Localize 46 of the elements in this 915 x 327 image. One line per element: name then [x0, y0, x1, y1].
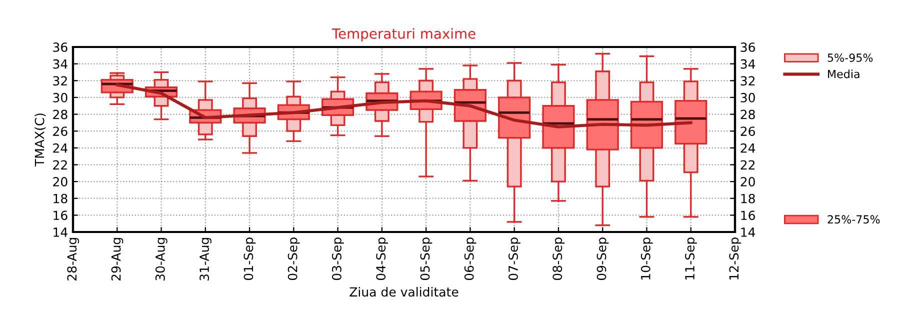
y2-tick-label: 16: [741, 210, 755, 220]
y-tick-label: 18: [54, 194, 68, 204]
x-tick-label: 28-Aug: [67, 238, 80, 280]
y2-tick-label: 34: [740, 59, 756, 69]
y-tick-label: 30: [53, 92, 68, 102]
x-tick-label: 30-Aug: [155, 238, 168, 280]
x-tick-label: 10-Sep: [640, 238, 653, 280]
legend-label: 5%-95%: [828, 53, 873, 62]
x-tick-label: 09-Sep: [596, 238, 609, 280]
y2-tick-label: 26: [740, 126, 755, 136]
x-tick-label: 07-Sep: [508, 238, 520, 280]
y2-tick-label: 32: [740, 76, 755, 86]
y-tick-label: 20: [53, 177, 68, 186]
y2-tick-label: 14: [741, 228, 756, 237]
y-axis-title: TMAX(C): [34, 114, 46, 167]
y-tick-label: 14: [54, 228, 68, 237]
y-tick-label: 32: [53, 76, 67, 86]
x-tick-label: 11-Sep: [685, 238, 697, 280]
y-tick-label: 22: [53, 160, 67, 170]
x-tick-label: 12-Sep: [729, 238, 742, 280]
y2-tick-label: 30: [740, 92, 755, 102]
x-tick-label: 03-Sep: [332, 238, 344, 280]
x-tick-label: 01-Sep: [244, 238, 256, 280]
y2-tick-label: 24: [740, 143, 756, 153]
x-axis-title: Ziua de validitate: [350, 286, 458, 297]
x-tick-label: 05-Sep: [420, 238, 432, 280]
y-tick-label: 24: [53, 143, 68, 153]
y-tick-label: 26: [53, 126, 68, 136]
y-tick-label: 28: [53, 110, 68, 120]
x-tick-label: 06-Sep: [464, 238, 476, 280]
y-tick-label: 16: [54, 210, 68, 220]
legend-label: 25%-75%: [828, 215, 880, 224]
x-tick-label: 08-Sep: [552, 238, 565, 280]
x-tick-label: 31-Aug: [200, 238, 212, 280]
chart-title: Temperaturi maxime: [332, 28, 476, 42]
y2-tick-label: 36: [740, 42, 755, 52]
y-tick-label: 34: [53, 59, 68, 69]
legend-label: Media: [828, 70, 860, 78]
y-tick-label: 36: [53, 42, 68, 52]
y2-tick-label: 18: [741, 194, 755, 204]
y2-tick-label: 20: [740, 177, 755, 186]
y2-tick-label: 28: [740, 110, 755, 120]
y2-tick-label: 22: [740, 160, 755, 170]
x-tick-label: 02-Sep: [288, 238, 300, 280]
x-tick-label: 04-Sep: [376, 238, 388, 280]
x-tick-label: 29-Aug: [111, 238, 124, 280]
